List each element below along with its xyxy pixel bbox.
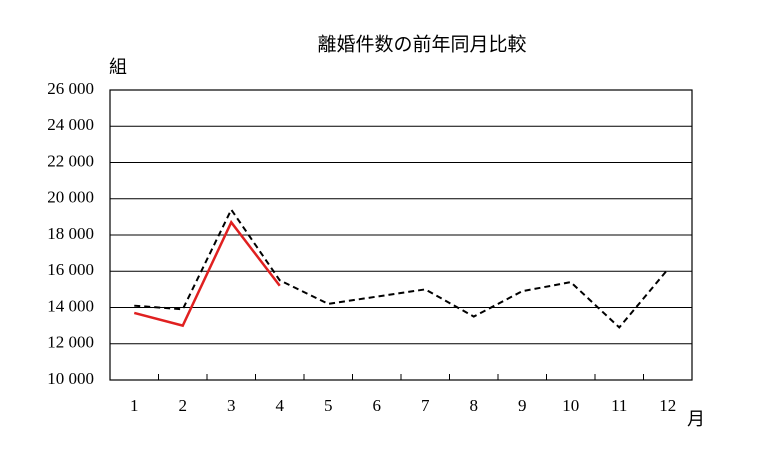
y-tick-label: 22 000 [47,151,94,170]
x-tick-label: 10 [562,396,579,415]
x-tick-label: 2 [179,396,188,415]
x-tick-label: 1 [130,396,139,415]
y-tick-label: 20 000 [47,188,94,207]
x-axis-label: 月 [687,409,705,430]
chart-title: 離婚件数の前年同月比較 [317,34,526,56]
series-line [133,219,281,328]
x-tick-label: 11 [611,396,627,415]
y-tick-label: 12 000 [47,333,94,352]
x-tick-label: 4 [276,396,285,415]
x-tick-label: 3 [227,396,236,415]
y-tick-label: 16 000 [47,260,94,279]
x-tick-label: 9 [518,396,527,415]
x-tick-label: 5 [324,396,333,415]
y-tick-label: 24 000 [47,115,94,134]
x-tick-label: 6 [373,396,382,415]
y-tick-label: 14 000 [47,296,94,315]
x-tick-label: 12 [659,396,676,415]
x-tick-label: 7 [421,396,430,415]
y-tick-label: 10 000 [47,369,94,388]
x-tick-label: 8 [470,396,479,415]
y-axis-label: 組 [109,57,127,78]
y-tick-label: 26 000 [47,79,94,98]
series-line [134,207,669,329]
y-tick-label: 18 000 [47,224,94,243]
